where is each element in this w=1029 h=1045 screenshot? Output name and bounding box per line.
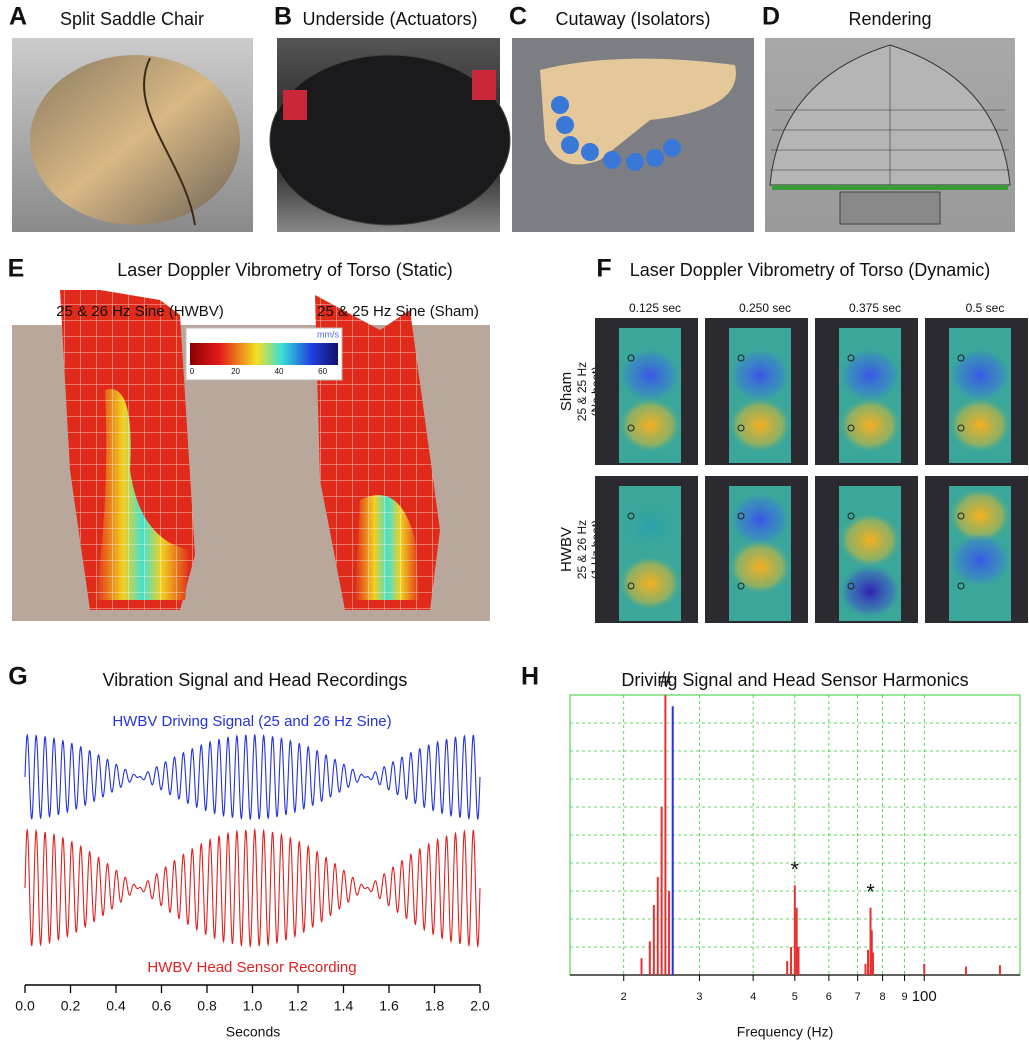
panel-letter: D (762, 3, 780, 31)
x-axis-label: Frequency (Hz) (737, 1024, 833, 1040)
x-tick-label: 0.0 (15, 998, 35, 1014)
waveform (25, 830, 480, 946)
row-label: HWBV (558, 527, 575, 572)
x-tick-label: 4 (750, 991, 756, 1003)
time-label: 0.5 sec (966, 301, 1005, 315)
velocity-blob (618, 347, 682, 403)
x-tick-label: 1.6 (379, 998, 399, 1014)
annotation: * (866, 880, 875, 905)
row-label: 25 & 26 Hz (575, 520, 589, 579)
x-tick-label: 0.6 (152, 998, 172, 1014)
panel-letter: A (9, 3, 27, 31)
velocity-blob (728, 347, 792, 403)
x-tick-label: 2.0 (470, 998, 490, 1014)
velocity-blob (948, 397, 1012, 453)
x-tick-label: 2 (621, 991, 627, 1003)
panel-title: Laser Doppler Vibrometry of Torso (Stati… (117, 260, 452, 280)
velocity-blob (618, 555, 682, 611)
panel-title: Underside (Actuators) (302, 9, 477, 29)
time-label: 0.125 sec (629, 301, 681, 315)
x-tick-label: 0.2 (61, 998, 81, 1014)
x-tick-label: 3 (696, 991, 702, 1003)
colorbar-tick-label: 0 (190, 367, 195, 376)
row-label: 25 & 25 Hz (575, 362, 589, 421)
panel-letter: F (596, 255, 611, 283)
row-label: Sham (558, 372, 575, 411)
velocity-blob (838, 512, 902, 568)
panel-letter: G (8, 663, 27, 691)
colorbar-tick-label: 60 (318, 367, 327, 376)
colorbar (190, 343, 338, 365)
panel-letter: C (509, 3, 527, 31)
velocity-blob (948, 532, 1012, 588)
colorbar-unit: mm/s (317, 329, 339, 339)
waveform (25, 735, 480, 819)
colorbar-tick-label: 20 (231, 367, 240, 376)
panel-letter: B (274, 3, 292, 31)
velocity-blob (948, 347, 1012, 403)
x-tick-label: 5 (792, 991, 798, 1003)
panel-letter: E (8, 255, 25, 283)
x-tick-label: 0.8 (197, 998, 217, 1014)
x-tick-label: 100 (912, 988, 937, 1005)
velocity-blob (838, 563, 902, 619)
x-tick-label: 1.8 (425, 998, 445, 1014)
velocity-blob (618, 499, 682, 555)
x-tick-label: 0.4 (106, 998, 126, 1014)
panel-title: Cutaway (Isolators) (555, 9, 710, 29)
series-label: HWBV Driving Signal (25 and 26 Hz Sine) (112, 713, 391, 730)
chart-title: Driving Signal and Head Sensor Harmonics (621, 670, 968, 690)
render-base (772, 185, 1008, 190)
x-tick-label: 9 (902, 991, 908, 1003)
velocity-blob (838, 397, 902, 453)
x-tick-label: 1.4 (334, 998, 354, 1014)
photo-saddle (30, 55, 240, 225)
x-tick-label: 7 (855, 991, 861, 1003)
time-label: 0.250 sec (739, 301, 791, 315)
annotation: # (659, 667, 672, 692)
chart-title: Vibration Signal and Head Recordings (103, 670, 408, 690)
x-axis-label: Seconds (226, 1024, 280, 1040)
x-tick-label: 6 (826, 991, 832, 1003)
x-tick-label: 8 (880, 991, 886, 1003)
time-label: 0.375 sec (849, 301, 901, 315)
page: mm/s A Split Saddle Chair B Underside (Actu… (0, 0, 1029, 1045)
colorbar-tick-label: 40 (275, 367, 284, 376)
x-tick-label: 1.2 (288, 998, 308, 1014)
velocity-blob (838, 347, 902, 403)
figure: mm/s A Split Saddle Chair B Underside (Actu… (0, 0, 1029, 1045)
series-label: HWBV Head Sensor Recording (147, 959, 356, 976)
photo-actuator (472, 70, 496, 100)
image-label: 25 & 25 Hz Sine (Sham) (317, 303, 479, 320)
panel-title: Laser Doppler Vibrometry of Torso (Dynam… (630, 260, 990, 280)
velocity-blob (618, 397, 682, 453)
panel-letter: H (521, 663, 539, 691)
render-box (840, 192, 940, 224)
panel-title: Rendering (848, 9, 931, 29)
photo-actuator (283, 90, 307, 120)
image-label: 25 & 26 Hz Sine (HWBV) (56, 303, 224, 320)
annotation: * (791, 857, 800, 882)
velocity-blob (728, 397, 792, 453)
x-tick-label: 1.0 (243, 998, 263, 1014)
panel-title: Split Saddle Chair (60, 9, 204, 29)
